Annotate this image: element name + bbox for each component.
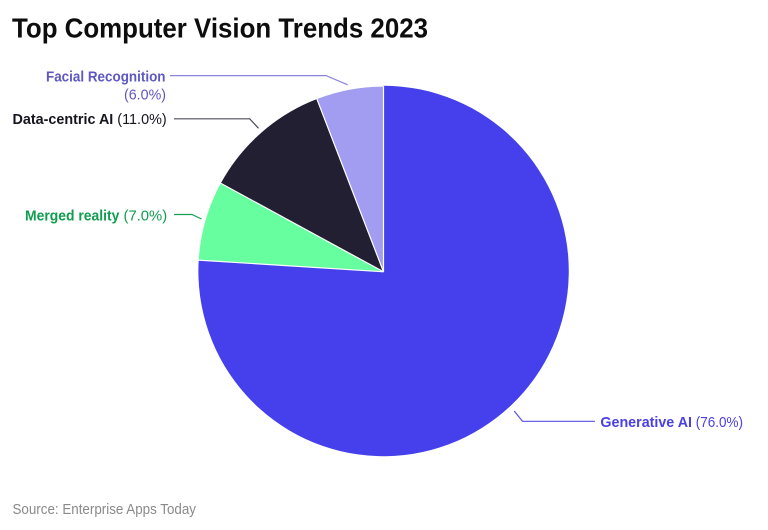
svg-text:Facial Recognition: Facial Recognition [46, 68, 166, 85]
svg-text:Source: Enterprise Apps Today: Source: Enterprise Apps Today [13, 502, 197, 518]
svg-text:Top Computer Vision Trends 202: Top Computer Vision Trends 2023 [12, 12, 428, 43]
svg-text:Data-centric AI (11.0%): Data-centric AI (11.0%) [13, 111, 167, 128]
svg-text:Merged reality (7.0%): Merged reality (7.0%) [25, 208, 167, 225]
svg-text:Generative AI (76.0%): Generative AI (76.0%) [600, 414, 743, 431]
svg-text:(6.0%): (6.0%) [124, 87, 166, 104]
